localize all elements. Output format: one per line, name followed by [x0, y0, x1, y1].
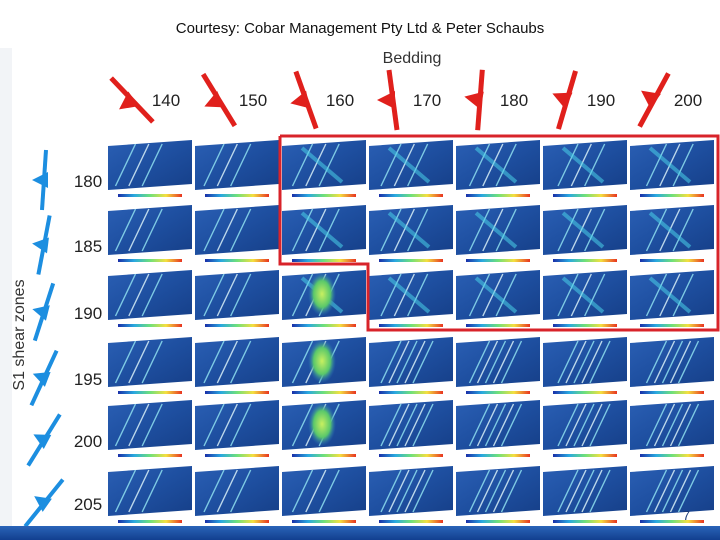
footer-bar	[0, 526, 720, 540]
model-panel-r2-c1	[108, 205, 192, 262]
model-panel-r1-c2	[195, 140, 279, 197]
model-panel-r3-c1	[108, 270, 192, 327]
model-panel-r2-c7	[630, 205, 714, 262]
model-panel-r3-c2	[195, 270, 279, 327]
model-panel-r4-c6	[543, 337, 627, 394]
bedding-symbol-140	[109, 76, 155, 124]
model-panel-r6-c7	[630, 466, 714, 523]
highlight-outline-step	[280, 262, 370, 330]
model-panel-r5-c5	[456, 400, 540, 457]
model-panel-r4-c2	[195, 337, 279, 394]
shear-label-205: 205	[74, 495, 102, 514]
model-panel-r6-c3	[282, 466, 366, 523]
model-panel-r1-c7	[630, 140, 714, 197]
bedding-symbol-170	[377, 69, 400, 131]
model-panel-r4-c5	[456, 337, 540, 394]
model-panel-r5-c6	[543, 400, 627, 457]
model-panel-r5-c7	[630, 400, 714, 457]
model-panel-r5-c4	[369, 400, 453, 457]
model-panel-r1-c3	[282, 140, 366, 197]
shear-zones-title: S1 shear zones	[11, 279, 28, 390]
bedding-label-150: 150	[239, 91, 267, 110]
model-panel-r5-c3	[282, 400, 366, 457]
model-panel-r4-c3	[282, 337, 366, 394]
shear-symbol-185	[32, 215, 52, 275]
model-panel-r6-c5	[456, 466, 540, 523]
model-panel-r6-c2	[195, 466, 279, 523]
model-panel-r4-c7	[630, 337, 714, 394]
model-panel-r1-c1	[108, 140, 192, 197]
model-panel-r2-c6	[543, 205, 627, 262]
model-panel-r3-c7	[630, 270, 714, 327]
shear-label-180: 180	[74, 172, 102, 191]
shear-label-195: 195	[74, 370, 102, 389]
bedding-label-160: 160	[326, 91, 354, 110]
left-margin-bar	[0, 48, 12, 540]
bedding-symbol-190	[552, 70, 578, 130]
model-panel-r3-c3	[282, 270, 366, 327]
model-panel-r2-c4	[369, 205, 453, 262]
bedding-label-200: 200	[674, 91, 702, 110]
bedding-label-140: 140	[152, 91, 180, 110]
courtesy-caption: Courtesy: Cobar Management Pty Ltd & Pet…	[175, 20, 545, 37]
shear-label-200: 200	[74, 432, 102, 451]
model-panel-r1-c4	[369, 140, 453, 197]
bedding-title: Bedding	[383, 50, 442, 67]
model-panel-grid	[108, 140, 714, 523]
bedding-symbol-180	[464, 69, 485, 131]
model-panel-r3-c4	[369, 270, 453, 327]
shear-label-190: 190	[74, 304, 102, 323]
bedding-label-180: 180	[500, 91, 528, 110]
model-panel-r1-c6	[543, 140, 627, 197]
model-panel-r1-c5	[456, 140, 540, 197]
shear-symbol-180	[32, 149, 48, 211]
model-panel-r6-c4	[369, 466, 453, 523]
bedding-label-190: 190	[587, 91, 615, 110]
bedding-symbol-160	[290, 70, 319, 130]
model-panel-r4-c1	[108, 337, 192, 394]
model-panel-r6-c6	[543, 466, 627, 523]
shear-symbol-195	[29, 349, 59, 407]
model-panel-r5-c2	[195, 400, 279, 457]
shear-symbol-205	[23, 478, 65, 528]
shear-symbol-column: 180 185 190 195 200 205	[23, 149, 102, 528]
bedding-label-170: 170	[413, 91, 441, 110]
model-panel-r2-c5	[456, 205, 540, 262]
model-panel-r4-c4	[369, 337, 453, 394]
shear-symbol-190	[32, 282, 56, 342]
model-panel-r2-c2	[195, 205, 279, 262]
model-panel-r6-c1	[108, 466, 192, 523]
shear-label-185: 185	[74, 237, 102, 256]
shear-symbol-200	[26, 413, 62, 467]
model-panel-r2-c3	[282, 205, 366, 262]
model-panel-r5-c1	[108, 400, 192, 457]
bedding-symbol-150	[201, 72, 237, 128]
bedding-symbol-row: 140 150 160 170 180 190 200	[109, 69, 702, 131]
model-panel-r3-c5	[456, 270, 540, 327]
bedding-symbol-200	[637, 72, 671, 128]
slide-number: 7	[682, 508, 690, 523]
model-panel-r3-c6	[543, 270, 627, 327]
